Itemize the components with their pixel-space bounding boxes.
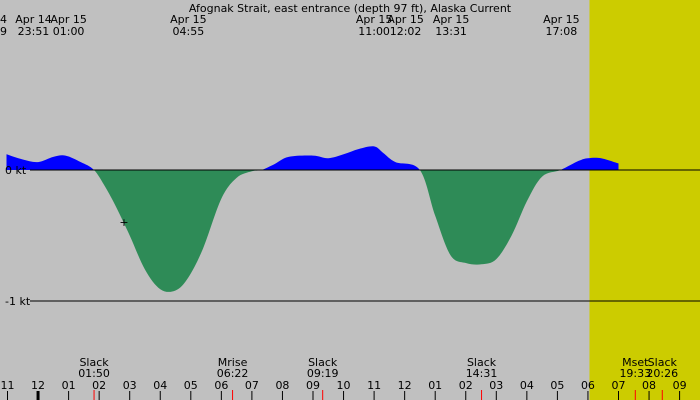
hour-tick-label: 02 bbox=[459, 379, 473, 392]
hour-tick-label: 02 bbox=[92, 379, 106, 392]
hour-tick-label: 07 bbox=[245, 379, 259, 392]
event-time: 09:19 bbox=[307, 367, 339, 380]
hour-tick-label: 09 bbox=[673, 379, 687, 392]
hour-tick-label: 06 bbox=[214, 379, 228, 392]
event-time: 01:50 bbox=[78, 367, 110, 380]
top-label-date: 4 bbox=[0, 13, 7, 26]
top-label-date: Apr 15 bbox=[50, 13, 87, 26]
hour-tick-label: 06 bbox=[581, 379, 595, 392]
top-label-date: Apr 15 bbox=[356, 13, 393, 26]
top-label-date: Apr 15 bbox=[433, 13, 470, 26]
hour-tick-label: 08 bbox=[275, 379, 289, 392]
event-name: Mrise bbox=[218, 356, 248, 369]
top-label-date: Apr 15 bbox=[387, 13, 424, 26]
event-name: Slack bbox=[308, 356, 338, 369]
hour-tick-label: 09 bbox=[306, 379, 320, 392]
top-label-date: Apr 15 bbox=[543, 13, 580, 26]
top-label-time: 9 bbox=[0, 25, 7, 38]
hour-tick-label: 03 bbox=[489, 379, 503, 392]
top-label-time: 23:51 bbox=[18, 25, 50, 38]
daylight-shading bbox=[589, 0, 700, 400]
hour-tick-label: 12 bbox=[31, 379, 45, 392]
event-name: Mset bbox=[622, 356, 649, 369]
hour-tick-label: 12 bbox=[398, 379, 412, 392]
hour-tick-label: 04 bbox=[153, 379, 167, 392]
top-label-date: Apr 14 bbox=[15, 13, 52, 26]
top-label-time: 11:00 bbox=[358, 25, 390, 38]
chart-title: Afognak Strait, east entrance (depth 97 … bbox=[189, 2, 512, 15]
top-label-date: Apr 15 bbox=[170, 13, 207, 26]
crosshair-cursor: + bbox=[119, 216, 128, 229]
event-name: Slack bbox=[648, 356, 678, 369]
top-label-time: 12:02 bbox=[390, 25, 422, 38]
event-time: 14:31 bbox=[466, 367, 498, 380]
hour-tick-label: 11 bbox=[1, 379, 15, 392]
flood-current-area bbox=[6, 146, 619, 170]
event-time: 06:22 bbox=[217, 367, 249, 380]
hour-tick-label: 04 bbox=[520, 379, 534, 392]
hour-tick-label: 10 bbox=[337, 379, 351, 392]
hour-tick-label: 03 bbox=[123, 379, 137, 392]
hour-tick-label: 11 bbox=[367, 379, 381, 392]
hour-tick-label: 07 bbox=[612, 379, 626, 392]
event-name: Slack bbox=[79, 356, 109, 369]
top-label-time: 01:00 bbox=[53, 25, 85, 38]
ebb-current-area bbox=[6, 170, 619, 292]
hour-tick-label: 01 bbox=[62, 379, 76, 392]
top-label-time: 17:08 bbox=[546, 25, 578, 38]
hour-tick-label: 05 bbox=[184, 379, 198, 392]
reference-line-label: -1 kt bbox=[5, 295, 31, 308]
reference-line-label: 0 kt bbox=[5, 164, 27, 177]
hour-tick-label: 05 bbox=[550, 379, 564, 392]
top-label-time: 04:55 bbox=[173, 25, 205, 38]
top-label-time: 13:31 bbox=[435, 25, 467, 38]
hour-tick-label: 08 bbox=[642, 379, 656, 392]
event-time: 20:26 bbox=[646, 367, 678, 380]
event-name: Slack bbox=[467, 356, 497, 369]
event-time: 19:33 bbox=[619, 367, 651, 380]
hour-tick-label: 01 bbox=[428, 379, 442, 392]
